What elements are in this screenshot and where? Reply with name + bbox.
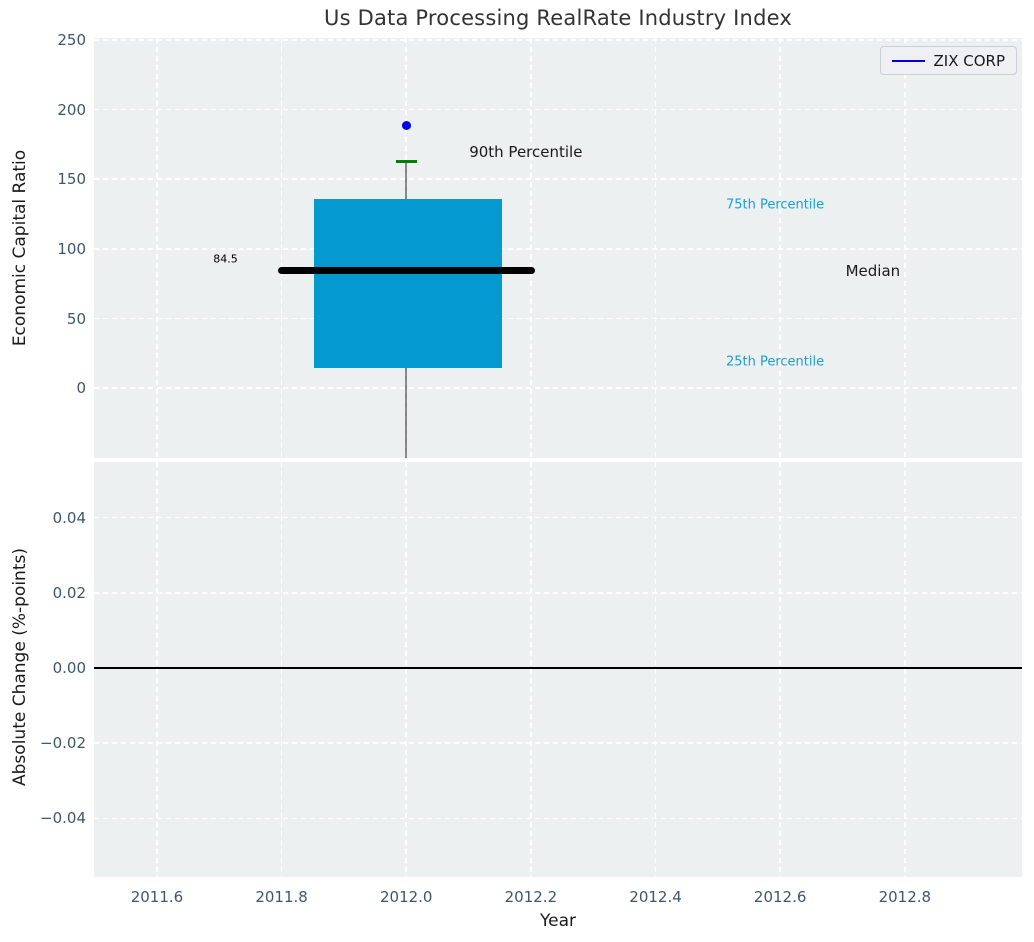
h-gridline — [94, 592, 1022, 594]
bottom-y-tick-label: −0.02 — [0, 734, 86, 752]
bottom-y-tick-label: 0.04 — [0, 509, 86, 527]
median-line — [278, 267, 535, 274]
bottom-y-tick-label: 0.00 — [0, 659, 86, 677]
annotation-84-5: 84.5 — [213, 252, 238, 265]
x-axis-label: Year — [94, 911, 1022, 931]
x-tick-label: 2012.2 — [505, 888, 558, 906]
v-gridline — [779, 462, 781, 877]
v-gridline — [655, 462, 657, 877]
x-tick-label: 2012.6 — [754, 888, 807, 906]
zero-line — [94, 667, 1022, 669]
figure: Us Data Processing RealRate Industry Ind… — [0, 0, 1034, 942]
bottom-plot-area — [94, 462, 1022, 877]
x-tick-label: 2011.8 — [255, 888, 308, 906]
chart-title: Us Data Processing RealRate Industry Ind… — [94, 6, 1022, 30]
v-gridline — [405, 462, 407, 877]
annotation-90th-percentile: 90th Percentile — [469, 143, 582, 161]
h-gridline — [94, 248, 1022, 250]
v-gridline — [904, 462, 906, 877]
bottom-y-tick-label: −0.04 — [0, 809, 86, 827]
v-gridline — [156, 462, 158, 877]
x-tick-label: 2011.6 — [131, 888, 184, 906]
h-gridline — [94, 39, 1022, 41]
v-gridline — [530, 462, 532, 877]
top-y-tick-label: 50 — [0, 310, 86, 328]
h-gridline — [94, 387, 1022, 389]
annotation-median: Median — [846, 262, 901, 280]
h-gridline — [94, 178, 1022, 180]
p90-cap — [396, 160, 417, 163]
x-tick-label: 2012.4 — [629, 888, 682, 906]
h-gridline — [94, 517, 1022, 519]
v-gridline — [281, 462, 283, 877]
h-gridline — [94, 818, 1022, 820]
company-point — [402, 121, 411, 130]
h-gridline — [94, 109, 1022, 111]
x-tick-label: 2012.0 — [380, 888, 433, 906]
h-gridline — [94, 742, 1022, 744]
legend-line-sample — [892, 60, 925, 62]
annotation-25th-percentile: 25th Percentile — [726, 354, 824, 369]
top-plot-area: 84.5 90th Percentile 75th Percentile Median… — [94, 38, 1022, 458]
top-y-tick-label: 150 — [0, 170, 86, 188]
legend: ZIX CORP — [880, 46, 1018, 75]
top-y-tick-label: 250 — [0, 31, 86, 49]
top-y-tick-label: 200 — [0, 101, 86, 119]
top-y-tick-label: 0 — [0, 379, 86, 397]
top-y-tick-label: 100 — [0, 240, 86, 258]
bottom-y-tick-label: 0.02 — [0, 584, 86, 602]
x-tick-label: 2012.8 — [879, 888, 932, 906]
annotation-75th-percentile: 75th Percentile — [726, 198, 824, 213]
legend-label: ZIX CORP — [934, 52, 1006, 70]
h-gridline — [94, 318, 1022, 320]
box-rect — [314, 199, 502, 368]
